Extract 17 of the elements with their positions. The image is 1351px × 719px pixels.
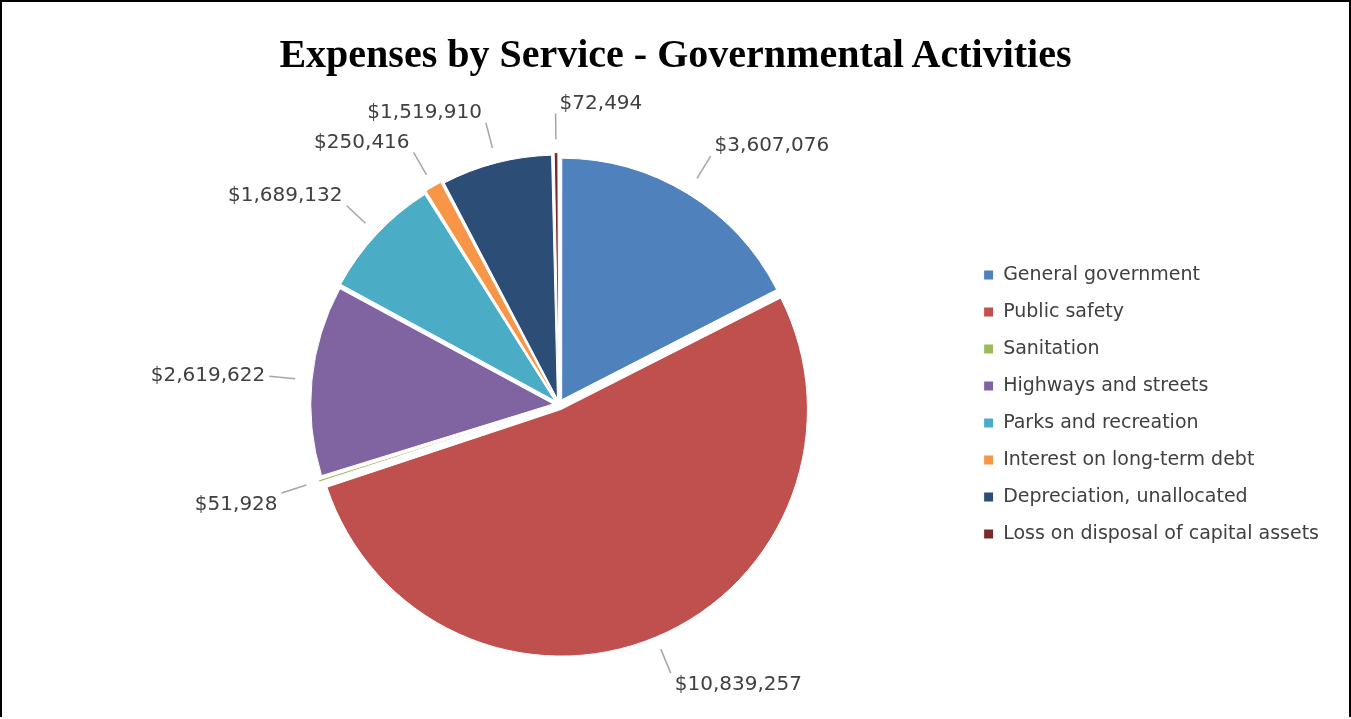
data-label: $1,689,132 bbox=[227, 181, 343, 206]
data-label: $10,839,257 bbox=[674, 671, 803, 696]
legend-label: General government bbox=[1003, 261, 1200, 284]
legend-label: Interest on long-term debt bbox=[1003, 446, 1255, 469]
data-label: $2,619,622 bbox=[150, 362, 266, 387]
legend-label: Parks and recreation bbox=[1003, 409, 1199, 432]
data-label: $51,928 bbox=[194, 491, 278, 516]
legend-label: Loss on disposal of capital assets bbox=[1003, 520, 1319, 543]
legend-label: Public safety bbox=[1003, 298, 1125, 321]
data-label: $3,607,076 bbox=[714, 132, 830, 157]
legend-label: Depreciation, unallocated bbox=[1003, 483, 1248, 506]
legend-label: Highways and streets bbox=[1003, 372, 1209, 395]
legend-label: Sanitation bbox=[1003, 335, 1100, 358]
data-label: $250,416 bbox=[314, 128, 410, 153]
chart-title: Expenses by Service - Governmental Activities bbox=[278, 30, 1073, 77]
data-label: $72,494 bbox=[559, 89, 643, 114]
data-label: $1,519,910 bbox=[367, 98, 482, 123]
